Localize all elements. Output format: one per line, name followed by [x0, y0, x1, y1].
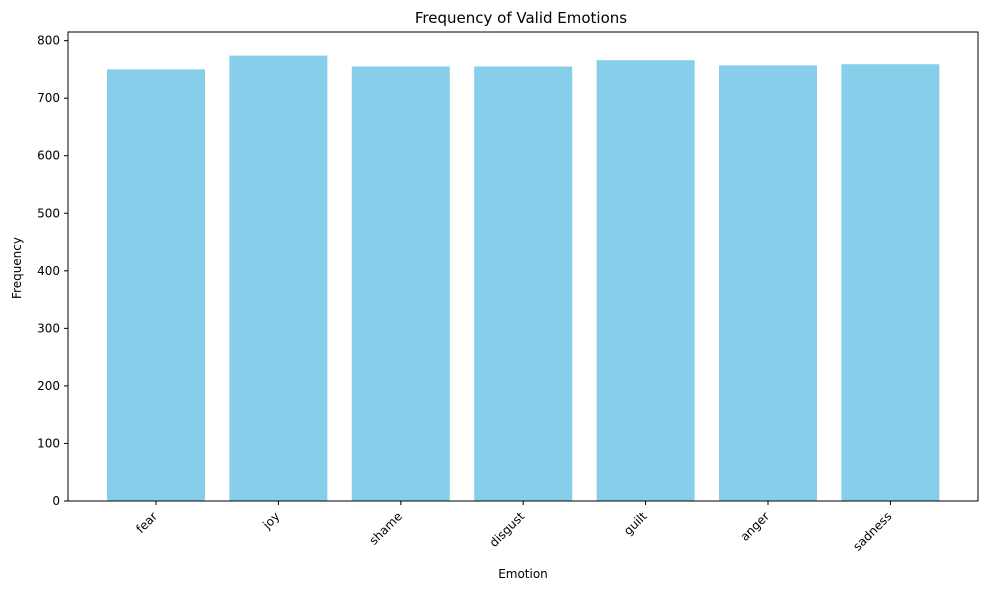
bar-shame — [351, 66, 450, 501]
bars-group — [107, 55, 940, 502]
y-axis-label: Frequency — [10, 237, 24, 299]
y-tick-label: 800 — [37, 34, 60, 48]
x-axis-label: Emotion — [498, 567, 548, 581]
y-tick-label: 200 — [37, 379, 60, 393]
y-tick-label: 600 — [37, 149, 60, 163]
chart-title: Frequency of Valid Emotions — [415, 9, 627, 27]
plot-frame — [67, 31, 979, 502]
y-axis: 0 100 200 300 400 500 600 700 800 — [37, 34, 68, 508]
bar-guilt — [596, 60, 695, 502]
bar-sadness — [841, 64, 940, 501]
y-tick-label: 100 — [37, 436, 60, 450]
y-tick-label: 500 — [37, 206, 60, 220]
y-tick-label: 700 — [37, 91, 60, 105]
bar-disgust — [474, 66, 573, 501]
bar-fear — [107, 69, 205, 501]
bar-joy — [229, 55, 328, 501]
bar-anger — [719, 65, 817, 502]
y-tick-label: 0 — [52, 494, 60, 508]
y-tick-label: 300 — [37, 321, 60, 335]
y-tick-label: 400 — [37, 264, 60, 278]
